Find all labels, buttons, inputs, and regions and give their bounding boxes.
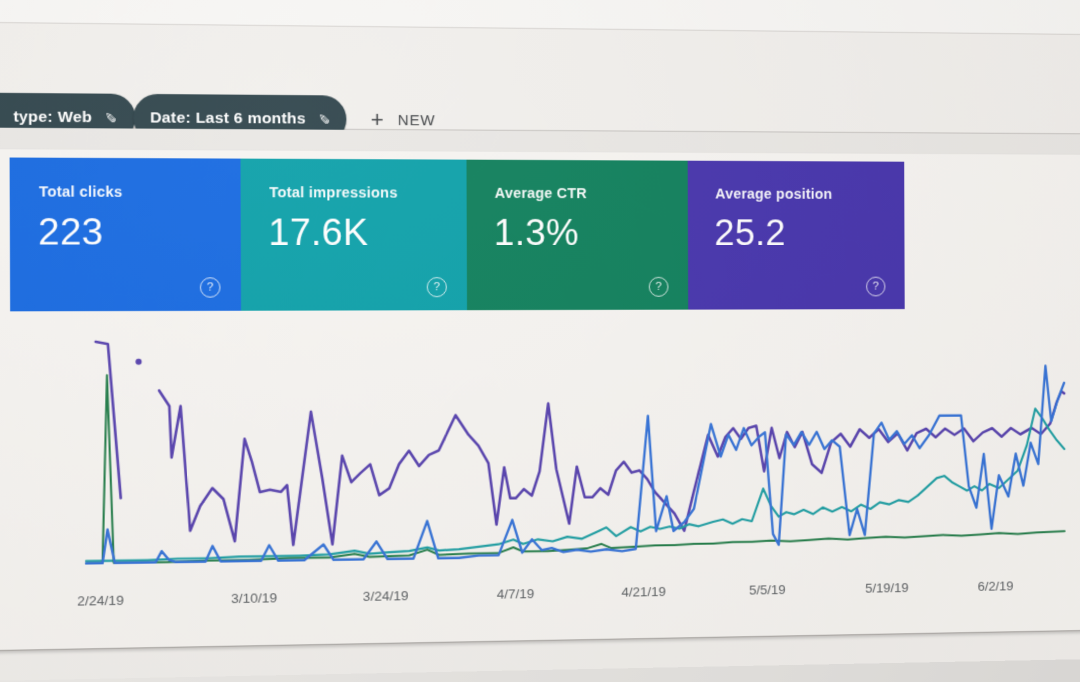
metric-card-label: Total impressions — [269, 185, 398, 202]
help-icon[interactable]: ? — [648, 276, 669, 297]
x-axis: 2/24/19 3/10/19 3/24/19 4/7/19 4/21/19 5/5/19… — [77, 578, 1065, 612]
x-axis-label: 2/24/19 — [77, 592, 125, 609]
metric-card-label: Average CTR — [494, 185, 587, 203]
metric-card-value: 17.6K — [268, 211, 369, 253]
performance-panel: Total clicks 223 ? Total impressions 17.… — [0, 149, 1080, 652]
edit-icon[interactable]: ✎ — [102, 111, 120, 124]
metric-card-value: 223 — [38, 210, 104, 253]
chart-line-position — [159, 385, 1064, 547]
help-icon[interactable]: ? — [199, 277, 221, 298]
filter-chip-label: Date: Last 6 months — [149, 108, 306, 128]
metric-card-total-impressions[interactable]: Total impressions 17.6K ? — [240, 158, 468, 311]
plus-icon: + — [370, 106, 384, 133]
edit-icon[interactable]: ✎ — [316, 113, 333, 126]
metric-card-total-clicks[interactable]: Total clicks 223 ? — [9, 157, 242, 312]
help-icon[interactable]: ? — [866, 276, 886, 297]
metric-card-value: 25.2 — [714, 212, 786, 254]
x-axis-label: 5/5/19 — [749, 582, 786, 598]
filter-chip-label: type: Web — [13, 107, 93, 126]
metric-card-label: Total clicks — [38, 184, 123, 201]
x-axis-label: 4/21/19 — [621, 584, 666, 600]
new-filter-label: NEW — [397, 111, 436, 129]
chart-point-position — [135, 358, 142, 365]
help-icon[interactable]: ? — [426, 277, 447, 298]
metric-card-average-position[interactable]: Average position 25.2 ? — [687, 160, 905, 310]
metric-cards-row: Total clicks 223 ? Total impressions 17.… — [9, 157, 905, 312]
metric-card-value: 1.3% — [493, 211, 580, 254]
performance-chart[interactable] — [85, 338, 1064, 566]
metric-card-average-ctr[interactable]: Average CTR 1.3% ? — [466, 159, 689, 311]
x-axis-label: 6/2/19 — [977, 578, 1014, 594]
chart-canvas[interactable] — [85, 338, 1064, 566]
x-axis-label: 4/7/19 — [496, 586, 535, 602]
x-axis-label: 5/19/19 — [865, 580, 909, 596]
filter-toolbar: type: Web ✎ Date: Last 6 months ✎ + NEW … — [0, 22, 1080, 153]
x-axis-label: 3/10/19 — [231, 590, 278, 607]
x-axis-label: 3/24/19 — [362, 588, 409, 604]
metric-card-label: Average position — [715, 186, 833, 203]
